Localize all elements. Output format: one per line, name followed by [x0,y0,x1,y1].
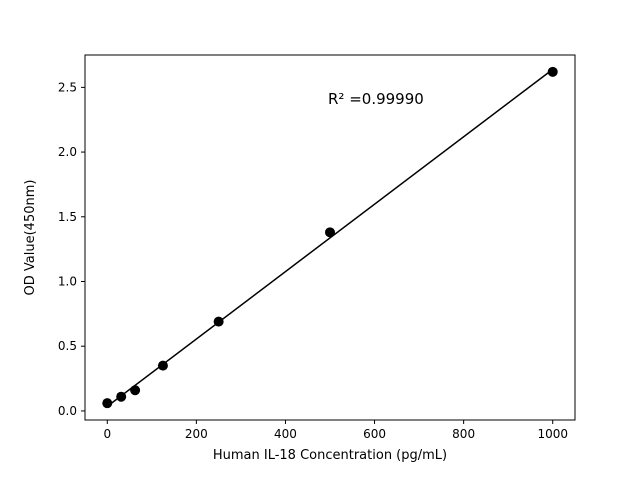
x-tick-label: 1000 [537,427,568,441]
plot-frame [84,54,576,421]
r-squared-annotation: R² =0.99990 [328,90,424,108]
data-point [547,66,558,77]
y-tick-label: 1.5 [58,210,77,224]
data-point [213,316,224,327]
x-tick-label: 600 [363,427,386,441]
y-axis-label: OD Value(450nm) [23,179,38,296]
x-tick-label: 800 [452,427,475,441]
fit-line [106,68,554,408]
x-tick-label: 200 [185,427,208,441]
data-point [116,391,127,402]
y-tick-label: 2.0 [58,145,77,159]
data-point [157,360,168,371]
x-tick-label: 0 [103,427,111,441]
data-point [130,385,141,396]
y-tick-label: 1.0 [58,275,77,289]
y-tick-label: 2.5 [58,80,77,94]
data-point [325,227,335,238]
y-tick-label: 0.0 [58,404,77,418]
data-point [102,398,113,409]
y-tick-label: 0.5 [58,339,77,353]
x-tick-label: 400 [274,427,297,441]
x-axis-label: Human IL-18 Concentration (pg/mL) [212,448,448,463]
